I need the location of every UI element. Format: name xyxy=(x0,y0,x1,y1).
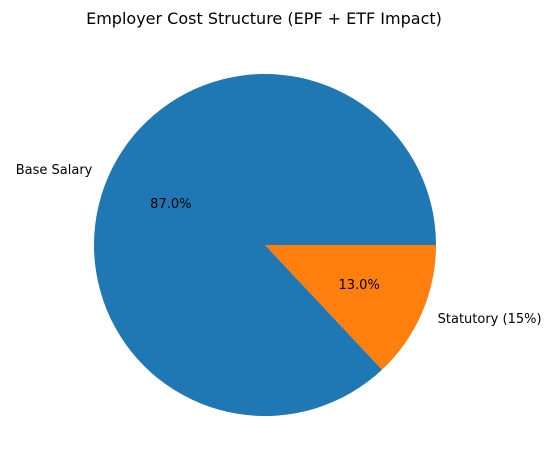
slice-label: Statutory (15%) xyxy=(438,312,542,327)
pie-slice-statutory-15 xyxy=(265,245,436,370)
slice-percentage-label: 87.0% xyxy=(150,197,191,212)
pie-labels: Base Salary 87.0% Statutory (15%) 13.0% xyxy=(16,163,542,327)
chart-title: Employer Cost Structure (EPF + ETF Impac… xyxy=(86,9,442,28)
pie-slice-base-salary xyxy=(94,74,437,417)
slice-label: Base Salary xyxy=(16,163,93,178)
pie-slices xyxy=(94,74,437,417)
slice-percentage-label: 13.0% xyxy=(339,278,380,293)
